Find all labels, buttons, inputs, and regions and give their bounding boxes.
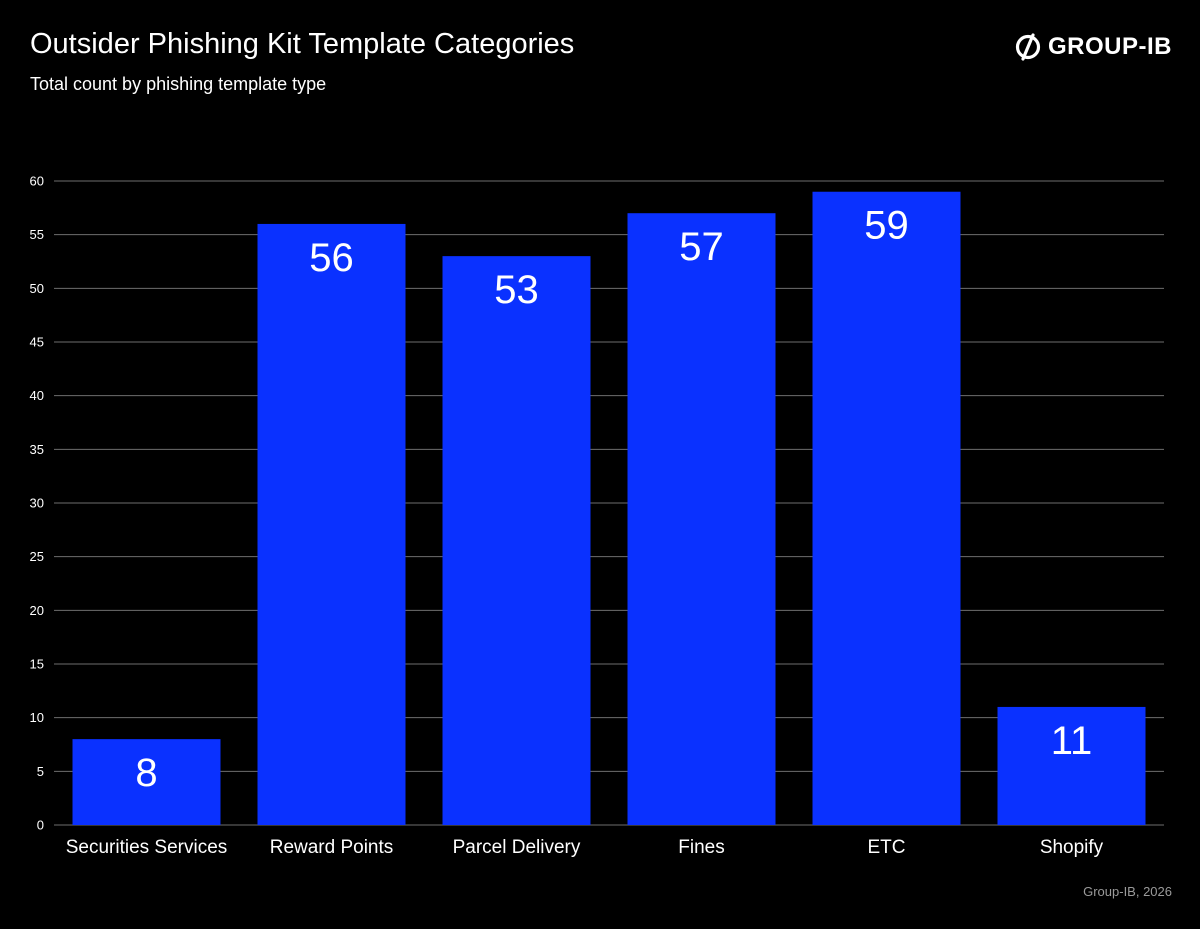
x-tick-label: Shopify (1040, 837, 1104, 858)
chart-subtitle: Total count by phishing template type (30, 74, 327, 94)
data-label: 11 (1051, 719, 1093, 763)
y-tick-label: 60 (30, 174, 44, 189)
x-tick-label: ETC (868, 837, 906, 858)
y-tick-label: 30 (30, 496, 44, 511)
brand: GROUP-IB (1014, 33, 1172, 61)
data-label: 57 (679, 225, 724, 269)
bar (812, 191, 961, 825)
y-tick-label: 25 (30, 549, 44, 564)
y-tick-label: 5 (37, 764, 44, 779)
x-tick-label: Parcel Delivery (453, 837, 581, 858)
y-tick-label: 20 (30, 603, 44, 618)
y-tick-label: 10 (30, 710, 44, 725)
bar (997, 706, 1146, 825)
x-tick-label: Fines (678, 837, 724, 858)
chart-title: Outsider Phishing Kit Template Categorie… (30, 28, 575, 60)
x-tick-label: Securities Services (66, 837, 228, 858)
bar (257, 223, 406, 825)
y-tick-label: 35 (30, 442, 44, 457)
data-label: 8 (135, 751, 157, 795)
data-label: 53 (494, 268, 539, 312)
data-label: 56 (309, 236, 354, 280)
bar (442, 256, 591, 826)
bar (627, 213, 776, 825)
x-tick-label: Reward Points (270, 837, 394, 858)
y-tick-label: 0 (37, 818, 44, 833)
bar (72, 739, 221, 825)
y-tick-label: 45 (30, 335, 44, 350)
source-note: Group-IB, 2026 (1083, 884, 1172, 899)
brand-name: GROUP-IB (1048, 33, 1172, 60)
group-ib-logo-icon (1015, 33, 1041, 61)
y-tick-label: 40 (30, 388, 44, 403)
y-tick-label: 55 (30, 227, 44, 242)
y-tick-label: 15 (30, 657, 44, 672)
y-tick-label: 50 (30, 281, 44, 296)
data-label: 59 (864, 204, 909, 248)
